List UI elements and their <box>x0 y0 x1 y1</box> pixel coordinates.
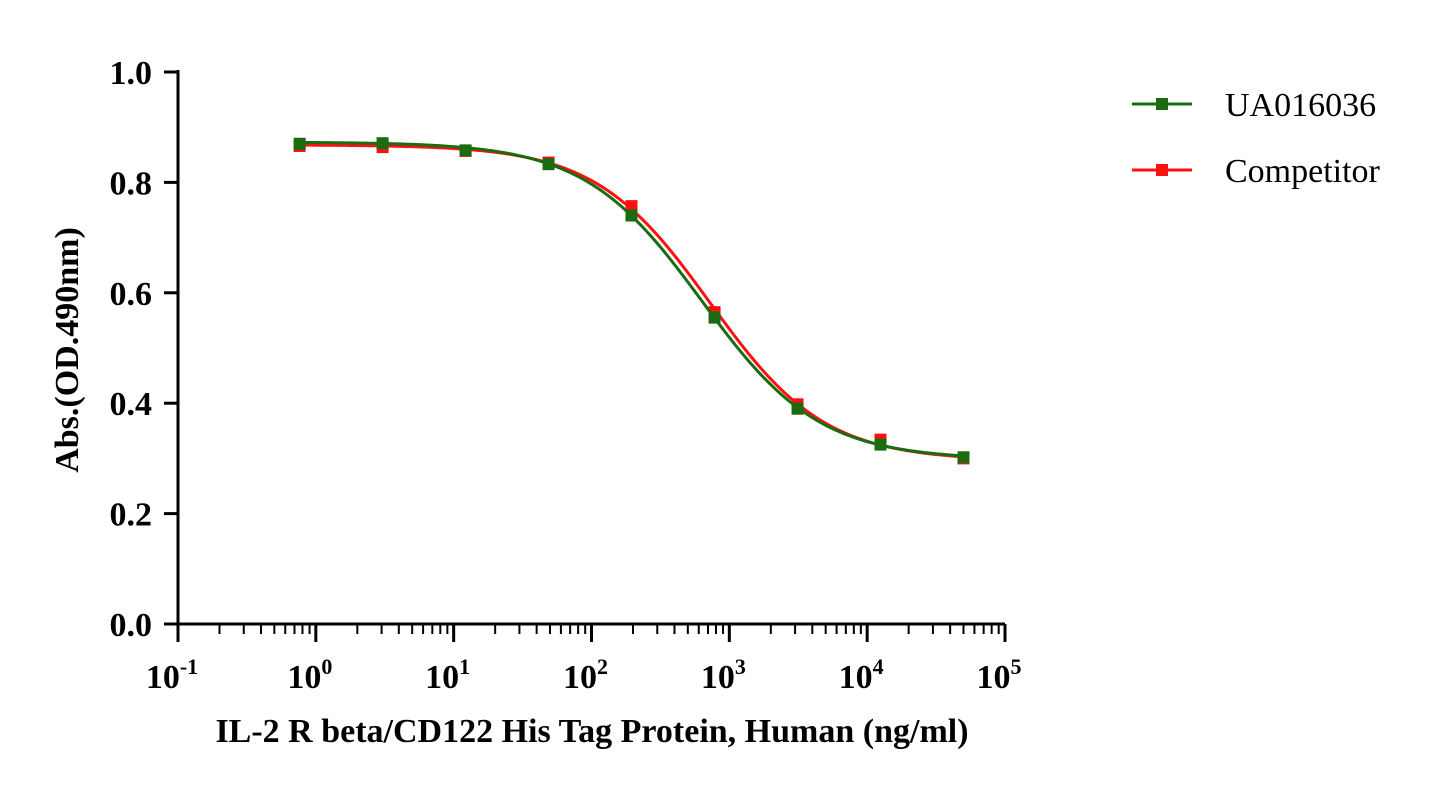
data-point <box>791 402 804 415</box>
y-axis-title: Abs.(OD.490nm) <box>49 227 86 473</box>
legend-marker <box>1156 164 1168 176</box>
data-point <box>625 209 638 222</box>
data-point <box>625 200 638 213</box>
data-point <box>459 144 472 157</box>
x-axis-title: IL-2 R beta/CD122 His Tag Protein, Human… <box>215 713 968 750</box>
legend-item: Competitor <box>1132 153 1381 190</box>
x-tick-label: 101 <box>425 654 470 696</box>
legend-marker <box>1156 98 1168 110</box>
legend-label: UA016036 <box>1225 87 1376 124</box>
x-tick-label: 10-1 <box>146 654 198 696</box>
y-tick-label: 0.8 <box>110 165 153 202</box>
data-point <box>957 451 970 464</box>
data-point <box>542 158 555 171</box>
x-tick-label: 103 <box>701 654 746 696</box>
x-tick-label: 100 <box>287 654 332 696</box>
legend-item: UA016036 <box>1132 87 1376 124</box>
series-1 <box>293 139 970 465</box>
axes: 0.0 0.2 0.4 0.6 0.8 1.0 10-1 100 101 102 103 104 105 <box>110 55 1022 696</box>
data-point <box>376 137 389 150</box>
series-0 <box>293 137 970 464</box>
legend-label: Competitor <box>1225 153 1381 190</box>
legend: UA016036 Competitor <box>1132 87 1381 190</box>
x-tick-label: 104 <box>839 654 884 696</box>
y-tick-label: 0.4 <box>110 386 153 423</box>
data-point <box>708 311 721 324</box>
data-point <box>874 438 887 451</box>
series-line <box>299 143 964 459</box>
y-tick-label: 0.2 <box>110 497 153 534</box>
series-layer <box>293 137 970 465</box>
x-tick-label: 102 <box>563 654 608 696</box>
series-line <box>299 140 964 458</box>
y-tick-label: 0.6 <box>110 276 153 313</box>
y-tick-label: 1.0 <box>110 55 153 92</box>
x-tick-label: 105 <box>977 654 1022 696</box>
y-tick-label: 0.0 <box>110 607 153 644</box>
data-point <box>293 137 306 150</box>
